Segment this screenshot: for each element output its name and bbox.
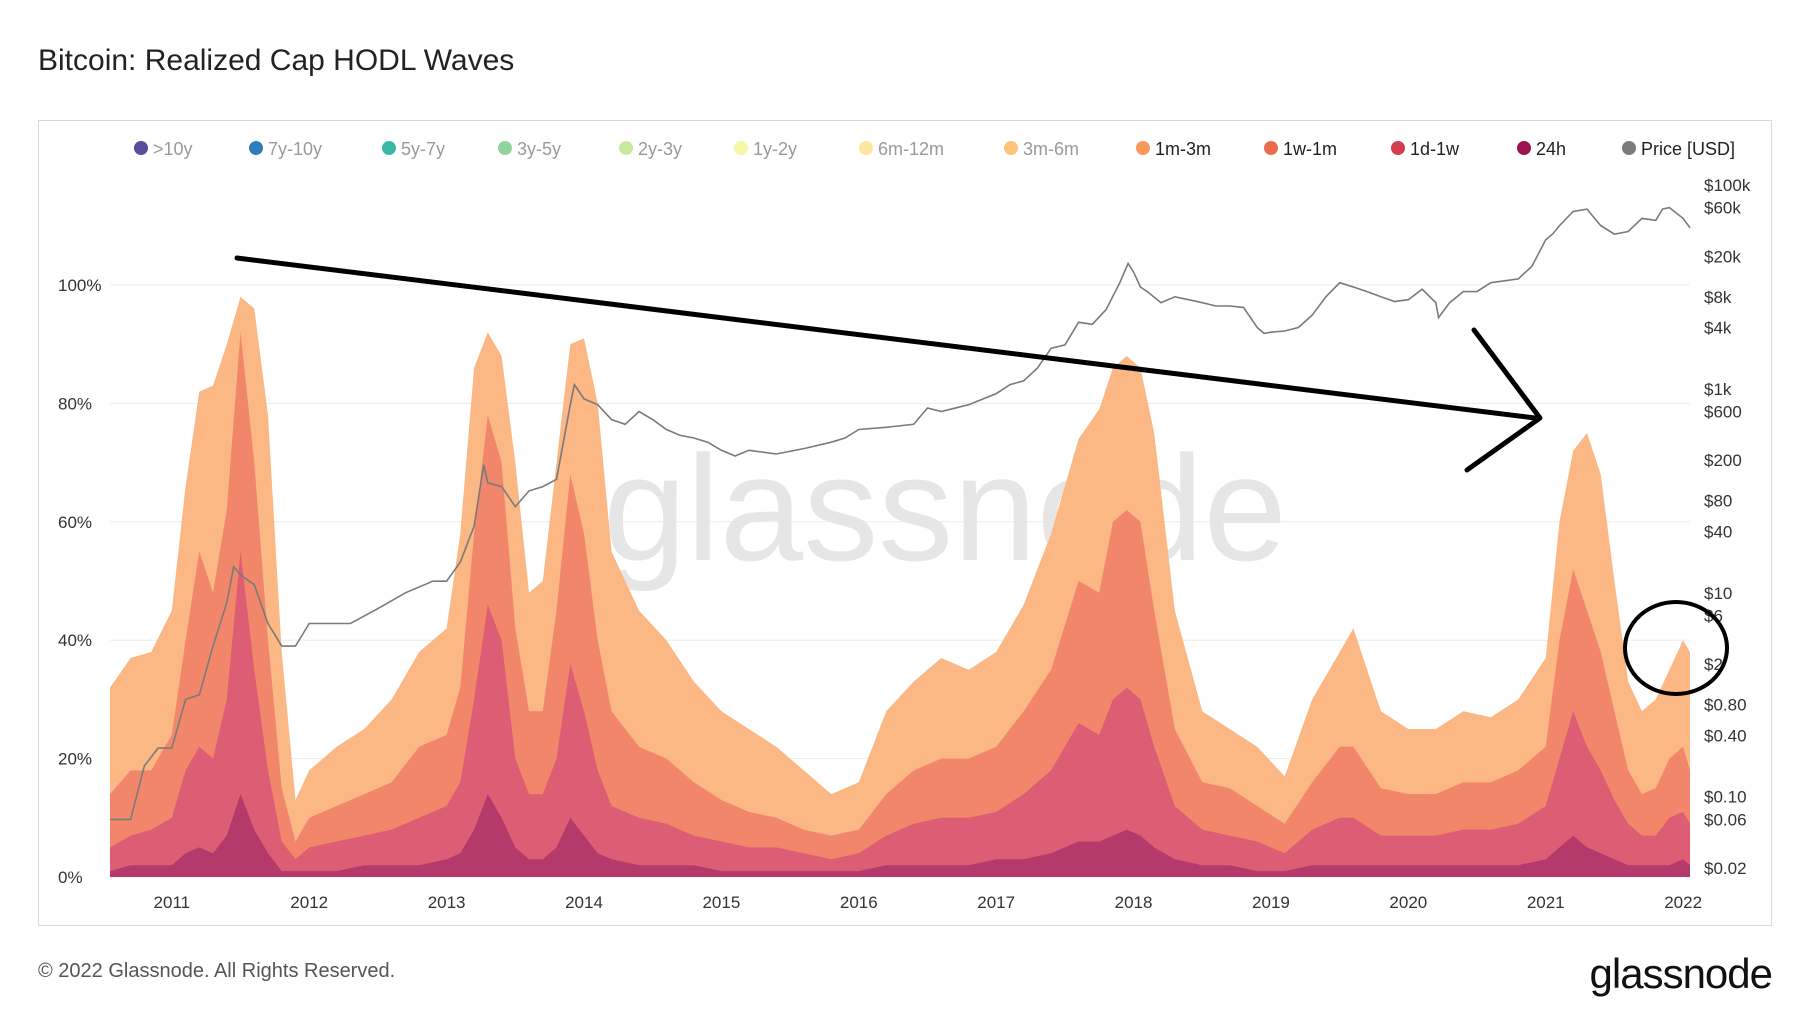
chart-title: Bitcoin: Realized Cap HODL Waves xyxy=(38,44,515,77)
legend-label: 7y-10y xyxy=(268,139,322,159)
y-right-tick-label: $1k xyxy=(1704,380,1732,399)
y-axis-right: $0.02$0.06$0.10$0.40$0.80$2$6$10$40$80$2… xyxy=(1704,176,1751,878)
legend-swatch xyxy=(1622,141,1636,155)
legend-label: Price [USD] xyxy=(1641,139,1735,159)
area-series xyxy=(110,296,1690,877)
y-right-tick-label: $0.02 xyxy=(1704,859,1747,878)
legend-item[interactable]: 3m-6m xyxy=(1004,139,1079,159)
x-tick-label: 2022 xyxy=(1664,893,1702,912)
x-tick-label: 2015 xyxy=(702,893,740,912)
trend-arrow-head xyxy=(1464,327,1543,473)
legend-swatch xyxy=(498,141,512,155)
legend: >10y 7y-10y 5y-7y 3y-5y 2y-3y 1y-2y 6m-12m 3m-6… xyxy=(134,139,1735,159)
legend-swatch xyxy=(134,141,148,155)
y-left-tick-label: 60% xyxy=(58,513,92,532)
y-right-tick-label: $10 xyxy=(1704,584,1732,603)
legend-item[interactable]: 1w-1m xyxy=(1264,139,1337,159)
y-right-tick-label: $0.80 xyxy=(1704,696,1747,715)
legend-item[interactable]: 7y-10y xyxy=(249,139,322,159)
legend-swatch xyxy=(382,141,396,155)
x-tick-label: 2012 xyxy=(290,893,328,912)
y-right-tick-label: $8k xyxy=(1704,288,1732,307)
legend-label: 6m-12m xyxy=(878,139,944,159)
y-left-tick-label: 40% xyxy=(58,631,92,650)
y-right-tick-label: $200 xyxy=(1704,451,1742,470)
y-right-tick-label: $20k xyxy=(1704,247,1741,266)
legend-label: 1y-2y xyxy=(753,139,797,159)
y-left-tick-label: 20% xyxy=(58,750,92,769)
x-tick-label: 2013 xyxy=(428,893,466,912)
price-usd-line xyxy=(110,206,1691,821)
legend-swatch xyxy=(1391,141,1405,155)
legend-item[interactable]: 3y-5y xyxy=(498,139,561,159)
x-tick-label: 2017 xyxy=(977,893,1015,912)
copyright-text: © 2022 Glassnode. All Rights Reserved. xyxy=(38,960,396,982)
legend-swatch xyxy=(1264,141,1278,155)
x-tick-label: 2021 xyxy=(1527,893,1565,912)
y-right-tick-label: $40 xyxy=(1704,522,1732,541)
y-left-tick-label: 100% xyxy=(58,276,101,295)
legend-item[interactable]: 1y-2y xyxy=(734,139,797,159)
area-24h xyxy=(110,794,1690,877)
y-right-tick-label: $0.10 xyxy=(1704,788,1747,807)
x-tick-label: 2019 xyxy=(1252,893,1290,912)
legend-label: 5y-7y xyxy=(401,139,445,159)
legend-swatch xyxy=(619,141,633,155)
x-tick-label: 2018 xyxy=(1115,893,1153,912)
y-right-tick-label: $4k xyxy=(1704,319,1732,338)
glassnode-logo: glassnode xyxy=(1589,950,1773,997)
legend-swatch xyxy=(734,141,748,155)
legend-item[interactable]: 24h xyxy=(1517,139,1566,159)
legend-swatch xyxy=(249,141,263,155)
area-1d-1w xyxy=(110,551,1690,877)
y-axis-left: 0% 20% 40% 60% 80% 100% xyxy=(58,276,101,887)
y-left-tick-label: 0% xyxy=(58,868,83,887)
x-axis: 2011 2012 2013 2014 2015 2016 2017 2018 2019 2020… xyxy=(154,893,1702,912)
legend-swatch xyxy=(1136,141,1150,155)
legend-label: 1m-3m xyxy=(1155,139,1211,159)
x-tick-label: 2020 xyxy=(1389,893,1427,912)
y-right-tick-label: $2 xyxy=(1704,655,1723,674)
legend-label: 2y-3y xyxy=(638,139,682,159)
legend-swatch xyxy=(1517,141,1531,155)
x-tick-label: 2011 xyxy=(154,893,191,912)
y-right-tick-label: $100k xyxy=(1704,176,1751,195)
trend-arrow-shaft xyxy=(234,255,1538,421)
chart-frame xyxy=(38,120,1772,926)
legend-label: 1d-1w xyxy=(1410,139,1460,159)
y-right-tick-label: $600 xyxy=(1704,403,1742,422)
y-right-tick-label: $0.06 xyxy=(1704,810,1747,829)
annotations xyxy=(234,255,1729,696)
price-line xyxy=(110,206,1691,821)
legend-swatch xyxy=(1004,141,1018,155)
highlight-circle xyxy=(1623,600,1729,696)
legend-item[interactable]: >10y xyxy=(134,139,193,159)
legend-label: 1w-1m xyxy=(1283,139,1337,159)
y-left-tick-label: 80% xyxy=(58,394,92,413)
legend-item[interactable]: Price [USD] xyxy=(1622,139,1735,159)
legend-label: 3m-6m xyxy=(1023,139,1079,159)
x-tick-label: 2014 xyxy=(565,893,603,912)
legend-label: 24h xyxy=(1536,139,1566,159)
y-right-tick-label: $60k xyxy=(1704,199,1741,218)
legend-label: >10y xyxy=(153,139,193,159)
legend-item[interactable]: 1m-3m xyxy=(1136,139,1211,159)
watermark: glassnode xyxy=(603,424,1287,592)
legend-swatch xyxy=(859,141,873,155)
y-right-tick-label: $80 xyxy=(1704,492,1732,511)
y-right-tick-label: $0.40 xyxy=(1704,726,1747,745)
x-tick-label: 2016 xyxy=(840,893,878,912)
legend-item[interactable]: 1d-1w xyxy=(1391,139,1460,159)
legend-label: 3y-5y xyxy=(517,139,561,159)
legend-item[interactable]: 6m-12m xyxy=(859,139,944,159)
legend-item[interactable]: 5y-7y xyxy=(382,139,445,159)
legend-item[interactable]: 2y-3y xyxy=(619,139,682,159)
